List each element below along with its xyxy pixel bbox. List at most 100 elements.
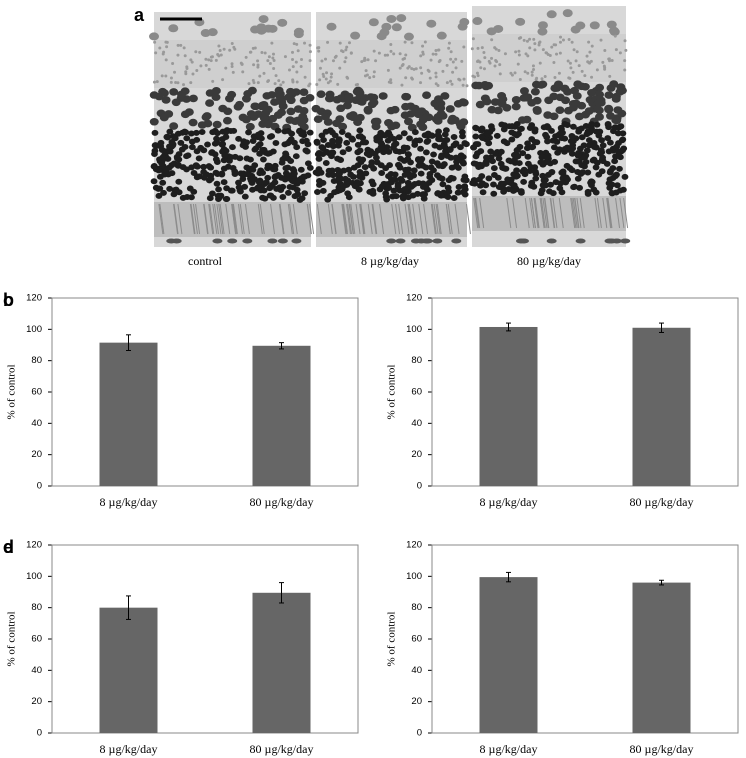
nucleus (482, 97, 492, 106)
nucleus (396, 164, 404, 171)
nucleus (492, 150, 499, 157)
bar (99, 607, 158, 733)
speck (251, 78, 255, 82)
y-tick-label: 40 (411, 665, 422, 676)
fiber (209, 203, 215, 235)
fiber (158, 203, 164, 235)
y-tick-label: 120 (406, 293, 422, 304)
nucleus (192, 162, 200, 169)
speck (171, 62, 175, 66)
nucleus (450, 194, 458, 201)
y-tick-label: 0 (417, 481, 422, 492)
speck (603, 67, 607, 71)
nucleus (251, 146, 259, 153)
speck (398, 52, 402, 56)
speck (495, 60, 499, 64)
speck (599, 38, 603, 42)
nucleus (285, 116, 295, 124)
nucleus (201, 113, 211, 121)
speck (244, 55, 248, 59)
speck (583, 74, 587, 78)
nucleus (223, 185, 230, 192)
nucleus (155, 167, 163, 174)
nucleus (401, 186, 409, 193)
speck (624, 48, 628, 52)
nucleus (154, 92, 164, 101)
nucleus (611, 95, 621, 103)
nucleus (515, 160, 523, 167)
x-tick-label: 8 µg/kg/day (100, 742, 158, 756)
nucleus (260, 187, 268, 194)
nucleus (392, 193, 400, 200)
speck (270, 41, 274, 45)
nucleus (611, 158, 619, 165)
fiber (454, 203, 460, 235)
nucleus (575, 158, 583, 165)
speck (198, 50, 202, 54)
nucleus (173, 155, 181, 162)
nucleus (180, 110, 190, 119)
nucleus (459, 154, 467, 161)
speck (568, 76, 572, 80)
nucleus (394, 183, 402, 190)
nucleus (356, 127, 364, 134)
fiber (594, 197, 600, 229)
nucleus (498, 95, 508, 103)
nucleus (151, 151, 158, 158)
nucleus (459, 118, 469, 126)
nucleus (426, 171, 434, 178)
speck (404, 53, 408, 57)
cell (451, 238, 462, 244)
nucleus (472, 133, 480, 140)
fiber (512, 197, 518, 229)
cell (486, 27, 497, 36)
speck (274, 74, 278, 78)
cell (395, 238, 406, 244)
cell (472, 17, 483, 26)
nucleus (356, 147, 364, 154)
nucleus (522, 115, 532, 124)
nucleus (433, 95, 443, 103)
nucleus (286, 87, 296, 96)
nucleus (561, 135, 569, 142)
caption: control (188, 254, 223, 268)
nucleus (476, 161, 484, 168)
cell (606, 20, 617, 29)
fiber (572, 197, 578, 229)
cell (396, 14, 407, 23)
nucleus (497, 160, 505, 167)
nucleus (157, 139, 165, 146)
nucleus (195, 155, 203, 162)
nucleus (479, 189, 487, 196)
nucleus (169, 122, 179, 130)
speck (169, 80, 173, 84)
speck (153, 40, 157, 44)
speck (217, 44, 221, 48)
error-bar (506, 322, 511, 332)
speck (454, 66, 458, 70)
nucleus (150, 178, 158, 185)
speck (329, 75, 333, 79)
nucleus (391, 176, 399, 183)
nucleus (151, 129, 159, 136)
speck (429, 58, 433, 62)
speck (575, 50, 579, 54)
y-tick-label: 100 (26, 571, 42, 582)
speck (231, 70, 235, 74)
cell (589, 21, 600, 30)
nucleus (418, 123, 428, 132)
speck (420, 71, 424, 75)
cell (515, 238, 526, 244)
speck (247, 82, 251, 86)
y-tick-label: 80 (411, 355, 422, 366)
nucleus (336, 156, 344, 163)
nucleus (548, 127, 555, 134)
nucleus (236, 155, 244, 162)
nucleus (339, 149, 347, 156)
cell (459, 18, 470, 27)
fiber (327, 203, 333, 235)
fiber (346, 203, 351, 235)
cell (620, 238, 631, 244)
nucleus (530, 87, 540, 96)
nucleus (243, 155, 251, 162)
